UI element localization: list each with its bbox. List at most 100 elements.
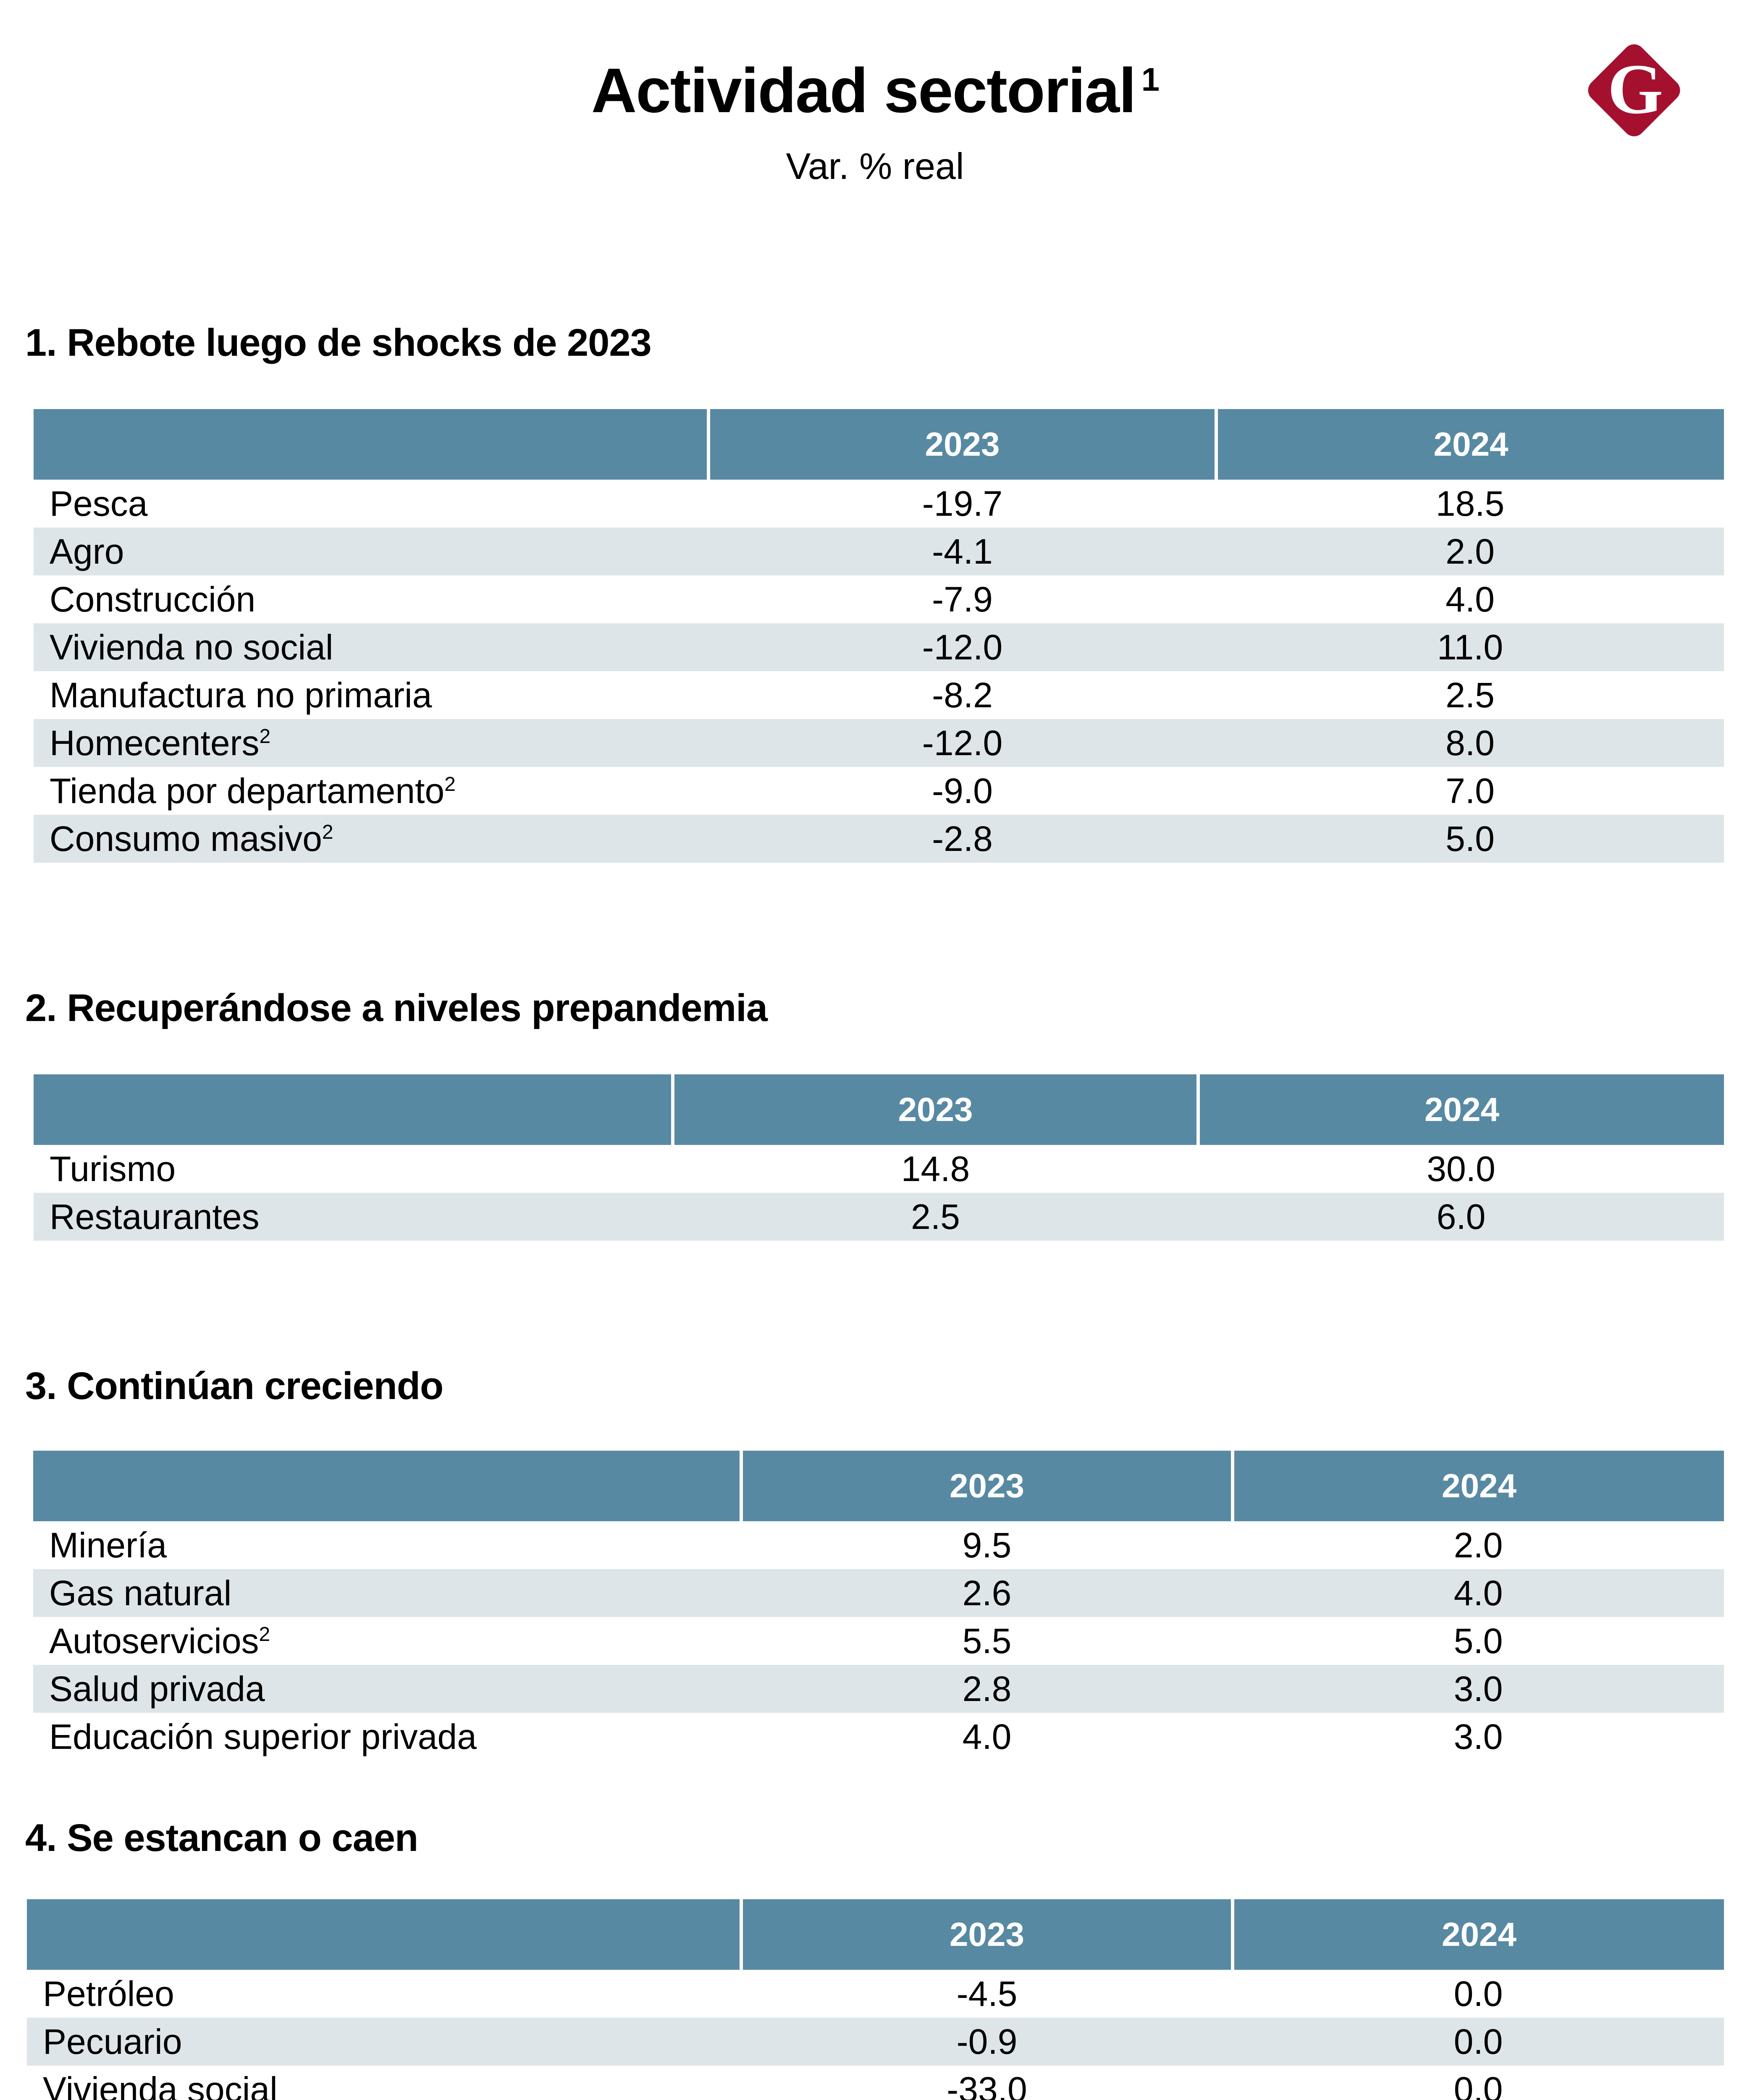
cell-value-2024: 4.0	[1233, 1569, 1724, 1617]
row-label-text: Minería	[49, 1525, 167, 1565]
section-3: 3. Continúan creciendo 2023 2024 Minería 9.5…	[0, 1304, 1750, 1786]
row-label: Salud privada	[33, 1665, 741, 1713]
column-header-year-2023: 2023	[740, 1451, 1234, 1521]
cell-value-2023: -12.0	[708, 623, 1216, 671]
column-header-year-2023: 2023	[740, 1899, 1234, 1970]
row-label-text: Homecenters	[50, 723, 260, 763]
brand-logo: G	[1583, 39, 1685, 141]
row-label-footnote-marker: 2	[259, 1623, 270, 1646]
table-row: Turismo 14.8 30.0	[34, 1145, 1724, 1193]
page-title: Actividad sectorial 1	[0, 0, 1750, 122]
page-title-text: Actividad sectorial	[591, 55, 1136, 126]
column-header-year-2024: 2024	[1231, 1451, 1724, 1521]
page-title-footnote-marker: 1	[1141, 61, 1160, 98]
cell-value-2023: 9.5	[962, 1525, 1012, 1565]
cell-value-2024: 3.0	[1454, 1717, 1503, 1756]
row-label: Agro	[34, 528, 708, 575]
row-label-text: Petróleo	[43, 1974, 174, 2013]
column-header-label	[34, 409, 710, 480]
row-label: Vivienda no social	[34, 623, 708, 671]
row-label: Pecuario	[27, 2018, 741, 2066]
cell-value-2024: 5.0	[1216, 815, 1724, 863]
table-header-row: 2023 2024	[34, 1074, 1724, 1145]
row-label-text: Vivienda no social	[50, 627, 333, 667]
table-row: Tienda por departamento2 -9.0 7.0	[34, 767, 1724, 815]
row-label-text: Tienda por departamento	[50, 771, 445, 811]
cell-value-2024: 0.0	[1454, 2069, 1503, 2100]
row-label-text: Manufactura no primaria	[50, 675, 432, 715]
column-header-year-2023: 2023	[671, 1074, 1200, 1145]
row-label-text: Educación superior privada	[49, 1717, 477, 1756]
row-label: Autoservicios2	[33, 1617, 741, 1665]
cell-value-2023: -9.0	[932, 771, 993, 811]
table-row: Salud privada 2.8 3.0	[33, 1665, 1724, 1713]
row-label: Homecenters2	[34, 719, 708, 767]
table-row: Petróleo -4.5 0.0	[27, 1970, 1724, 2018]
cell-value-2023: -8.2	[932, 675, 993, 715]
table-row: Manufactura no primaria -8.2 2.5	[34, 671, 1724, 719]
row-label-text: Gas natural	[49, 1573, 232, 1613]
section-1: 1. Rebote luego de shocks de 2023 2023 202…	[0, 269, 1750, 926]
table-row: Vivienda no social -12.0 11.0	[34, 623, 1724, 671]
cell-value-2023: 14.8	[901, 1149, 970, 1189]
cell-value-2023: 4.0	[962, 1717, 1012, 1756]
cell-value-2024: 2.0	[1454, 1525, 1503, 1565]
table-row: Autoservicios2 5.5 5.0	[33, 1617, 1724, 1665]
data-table-3: 2023 2024 Minería 9.5 2.0 Gas natural 2.6 4.0 Au…	[33, 1451, 1724, 1761]
column-header-label	[33, 1451, 743, 1521]
row-label-footnote-marker: 2	[259, 725, 271, 748]
data-table-2: 2023 2024 Turismo 14.8 30.0 Restaurantes 2.5 6.…	[34, 1074, 1724, 1241]
cell-value-2023: -0.9	[741, 2018, 1233, 2066]
cell-value-2023: -33.0	[947, 2069, 1027, 2100]
row-label: Petróleo	[27, 1970, 741, 2018]
row-label: Manufactura no primaria	[34, 671, 708, 719]
row-label: Construcción	[34, 575, 708, 623]
table-row: Construcción -7.9 4.0	[34, 575, 1724, 623]
section-heading-2: 2. Recuperándose a niveles prepandemia	[25, 987, 768, 1029]
row-label-text: Vivienda social	[43, 2069, 278, 2100]
cell-value-2024: 30.0	[1427, 1149, 1496, 1189]
cell-value-2023: 5.5	[962, 1621, 1012, 1661]
column-header-year-2024: 2024	[1231, 1899, 1724, 1970]
section-heading-1: 1. Rebote luego de shocks de 2023	[25, 321, 652, 364]
cell-value-2023: -4.1	[708, 528, 1216, 575]
table-header-row: 2023 2024	[27, 1899, 1724, 1970]
cell-value-2024: 3.0	[1233, 1665, 1724, 1713]
table-row: Homecenters2 -12.0 8.0	[34, 719, 1724, 767]
page-subtitle: Var. % real	[786, 145, 964, 187]
column-header-year-2023: 2023	[707, 409, 1218, 480]
row-label: Educación superior privada	[33, 1713, 741, 1761]
row-label-footnote-marker: 2	[444, 773, 456, 795]
cell-value-2024: 11.0	[1216, 623, 1724, 671]
row-label: Restaurantes	[34, 1193, 673, 1241]
table-row: Vivienda social -33.0 0.0	[27, 2066, 1724, 2100]
cell-value-2024: 4.0	[1446, 579, 1495, 619]
cell-value-2024: 6.0	[1198, 1193, 1724, 1241]
row-label-text: Turismo	[50, 1149, 176, 1189]
cell-value-2023: -12.0	[708, 719, 1216, 767]
cell-value-2023: -19.7	[922, 483, 1003, 523]
row-label: Vivienda social	[27, 2066, 741, 2100]
row-label-text: Salud privada	[49, 1669, 265, 1709]
cell-value-2024: 2.5	[1446, 675, 1495, 715]
cell-value-2024: 0.0	[1233, 2018, 1724, 2066]
table-header-row: 2023 2024	[34, 409, 1724, 480]
column-header-year-2024: 2024	[1196, 1074, 1724, 1145]
section-heading-3: 3. Continúan creciendo	[25, 1365, 443, 1407]
cell-value-2024: 2.0	[1216, 528, 1724, 575]
cell-value-2023: -7.9	[932, 579, 993, 619]
table-header-row: 2023 2024	[33, 1451, 1724, 1521]
row-label: Tienda por departamento2	[34, 767, 708, 815]
page-header: Actividad sectorial 1 Var. % real G	[0, 0, 1750, 269]
cell-value-2024: 0.0	[1454, 1974, 1503, 2013]
table-row: Agro -4.1 2.0	[34, 528, 1724, 575]
row-label-text: Restaurantes	[50, 1197, 260, 1236]
cell-value-2024: 8.0	[1216, 719, 1724, 767]
cell-value-2023: -2.8	[708, 815, 1216, 863]
table-row: Educación superior privada 4.0 3.0	[33, 1713, 1724, 1761]
row-label-text: Autoservicios	[49, 1621, 259, 1661]
row-label: Consumo masivo2	[34, 815, 708, 863]
table-row: Pecuario -0.9 0.0	[27, 2018, 1724, 2066]
row-label-footnote-marker: 2	[322, 821, 333, 843]
row-label: Pesca	[34, 480, 708, 528]
